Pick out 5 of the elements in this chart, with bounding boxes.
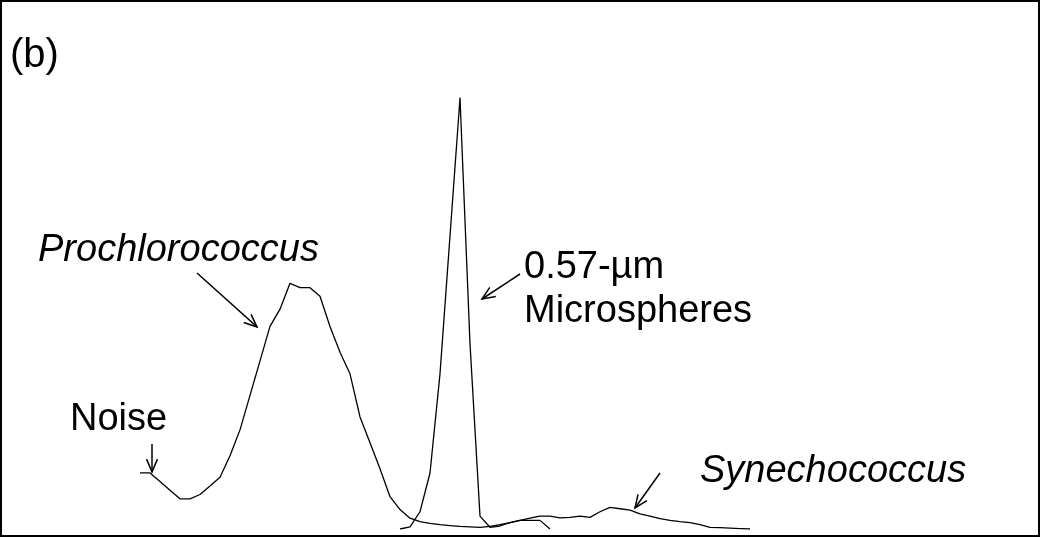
annotation: 0.57-µm Microspheres — [524, 243, 753, 330]
annotation: Synechococcus — [700, 447, 967, 490]
text: (b) — [10, 31, 59, 75]
annotation: Prochlorococcus — [38, 226, 319, 269]
annotation: Noise — [70, 395, 168, 438]
